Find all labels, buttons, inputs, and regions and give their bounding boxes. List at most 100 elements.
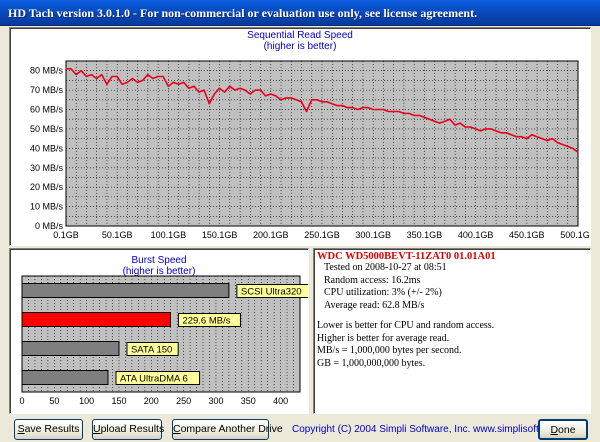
read-speed-point xyxy=(80,70,82,72)
read-speed-point xyxy=(531,134,533,136)
read-speed-point xyxy=(188,87,190,89)
cpu-utilization: CPU utilization: 3% (+/- 2%) xyxy=(324,287,442,298)
y-tick-label: 20 MB/s xyxy=(30,182,64,192)
read-speed-point xyxy=(346,106,349,109)
read-speed-point xyxy=(428,118,431,120)
burst-x-tick-label: 350 xyxy=(241,396,256,406)
y-tick-label: 30 MB/s xyxy=(30,163,64,173)
read-speed-point xyxy=(372,108,374,111)
done-label: one xyxy=(558,424,576,436)
read-speed-point xyxy=(136,81,139,83)
read-speed-point xyxy=(546,139,548,142)
read-speed-point xyxy=(218,87,221,89)
read-speed-point xyxy=(295,99,297,101)
read-speed-point xyxy=(172,81,175,83)
read-speed-point xyxy=(377,108,379,111)
read-speed-point xyxy=(244,89,246,91)
read-speed-point xyxy=(408,112,410,115)
x-tick-label: 350.1GB xyxy=(407,230,443,240)
x-tick-label: 50.1GB xyxy=(102,230,133,240)
read-speed-point xyxy=(183,81,185,83)
read-speed-point xyxy=(454,124,456,126)
read-speed-point xyxy=(147,73,149,76)
read-speed-point xyxy=(300,101,303,103)
read-speed-point xyxy=(387,110,390,113)
drive-model: WDC WD5000BEVT-11ZAT0 01.01A01 xyxy=(317,251,496,262)
read-speed-point xyxy=(213,93,215,95)
burst-x-tick-label: 300 xyxy=(208,396,223,406)
read-speed-point xyxy=(208,103,210,105)
x-tick-label: 400.1GB xyxy=(458,230,494,240)
y-tick-label: 0 MB/s xyxy=(35,221,64,231)
read-speed-point xyxy=(561,143,564,146)
burst-x-tick-label: 400 xyxy=(273,396,288,406)
read-speed-point xyxy=(326,101,328,103)
read-speed-point xyxy=(116,75,118,78)
y-tick-label: 40 MB/s xyxy=(30,143,64,153)
burst-chart-title: Burst Speed xyxy=(131,255,187,266)
upload-results-button[interactable]: Upload Results xyxy=(92,419,164,440)
x-tick-label: 200.1GB xyxy=(253,230,289,240)
burst-bar-label-box xyxy=(236,284,308,298)
read-speed-point xyxy=(311,99,313,101)
save-results-button[interactable]: Save Results xyxy=(14,419,83,440)
read-speed-point xyxy=(341,105,343,107)
read-speed-point xyxy=(270,93,272,95)
x-tick-label: 250.1GB xyxy=(304,230,340,240)
burst-bar-label: 229.6 MB/s xyxy=(182,316,230,327)
y-tick-label: 50 MB/s xyxy=(30,124,64,134)
burst-bar-label: ATA UltraDMA 6 xyxy=(120,374,188,385)
read-speed-point xyxy=(224,91,226,93)
read-speed-point xyxy=(439,122,441,124)
save-label: ave Results xyxy=(24,423,80,435)
read-speed-point xyxy=(254,89,256,91)
x-tick-label: 100.1GB xyxy=(151,230,187,240)
read-speed-point xyxy=(490,128,492,130)
read-speed-point xyxy=(418,114,420,116)
read-speed-point xyxy=(572,147,574,149)
done-button[interactable]: Done xyxy=(538,419,588,440)
read-speed-point xyxy=(75,73,77,76)
read-speed-point xyxy=(474,128,477,130)
read-speed-point xyxy=(392,110,395,113)
note-line: GB = 1,000,000,000 bytes. xyxy=(317,357,426,369)
window-title: HD Tach version 3.0.1.0 - For non-commer… xyxy=(8,6,478,20)
read-speed-point xyxy=(121,83,123,85)
read-speed-point xyxy=(510,134,512,136)
burst-x-tick-label: 50 xyxy=(49,396,59,406)
compare-drive-button[interactable]: Compare Another Drive xyxy=(172,419,283,440)
burst-x-tick-label: 200 xyxy=(144,396,159,406)
read-speed-point xyxy=(316,99,318,101)
read-speed-point xyxy=(403,112,405,115)
burst-bar-reference xyxy=(21,370,109,385)
burst-bar-label-box xyxy=(126,342,179,356)
read-speed-point xyxy=(520,136,523,138)
read-speed-point xyxy=(382,108,384,111)
read-speed-point xyxy=(495,130,497,132)
read-speed-point xyxy=(198,91,200,93)
read-speed-point xyxy=(280,99,282,101)
note-line: Higher is better for average read. xyxy=(317,332,450,344)
upload-mnemonic: U xyxy=(93,423,101,435)
y-tick-label: 10 MB/s xyxy=(30,202,64,212)
read-speed-point xyxy=(106,83,108,85)
read-speed-point xyxy=(469,126,471,128)
read-speed-point xyxy=(259,89,262,91)
read-speed-point xyxy=(336,105,338,107)
burst-speed-panel: Burst Speed (higher is better) 0 50 100 150… xyxy=(9,248,309,414)
note-line: Lower is better for CPU and random acces… xyxy=(317,320,495,331)
read-speed-point xyxy=(367,106,369,109)
sequential-read-chart: 0.1GB 50.1GB 100.1GB 150.1GB 200.1GB 250.1GB 3… xyxy=(30,60,590,240)
done-mnemonic: D xyxy=(550,424,559,436)
read-speed-point xyxy=(357,108,359,111)
test-date: Tested on 2008-10-27 at 08:51 xyxy=(324,262,447,273)
compare-label: ompare Another Drive xyxy=(180,423,283,435)
read-speed-point xyxy=(485,128,487,130)
read-speed-point xyxy=(577,151,579,153)
burst-bar-reference xyxy=(21,341,120,356)
burst-bar-label-box xyxy=(115,371,201,385)
read-speed-point xyxy=(157,75,159,78)
read-speed-point xyxy=(290,97,292,99)
title-bar[interactable]: HD Tach version 3.0.1.0 - For non-commer… xyxy=(0,0,600,26)
read-speed-point xyxy=(131,77,134,80)
